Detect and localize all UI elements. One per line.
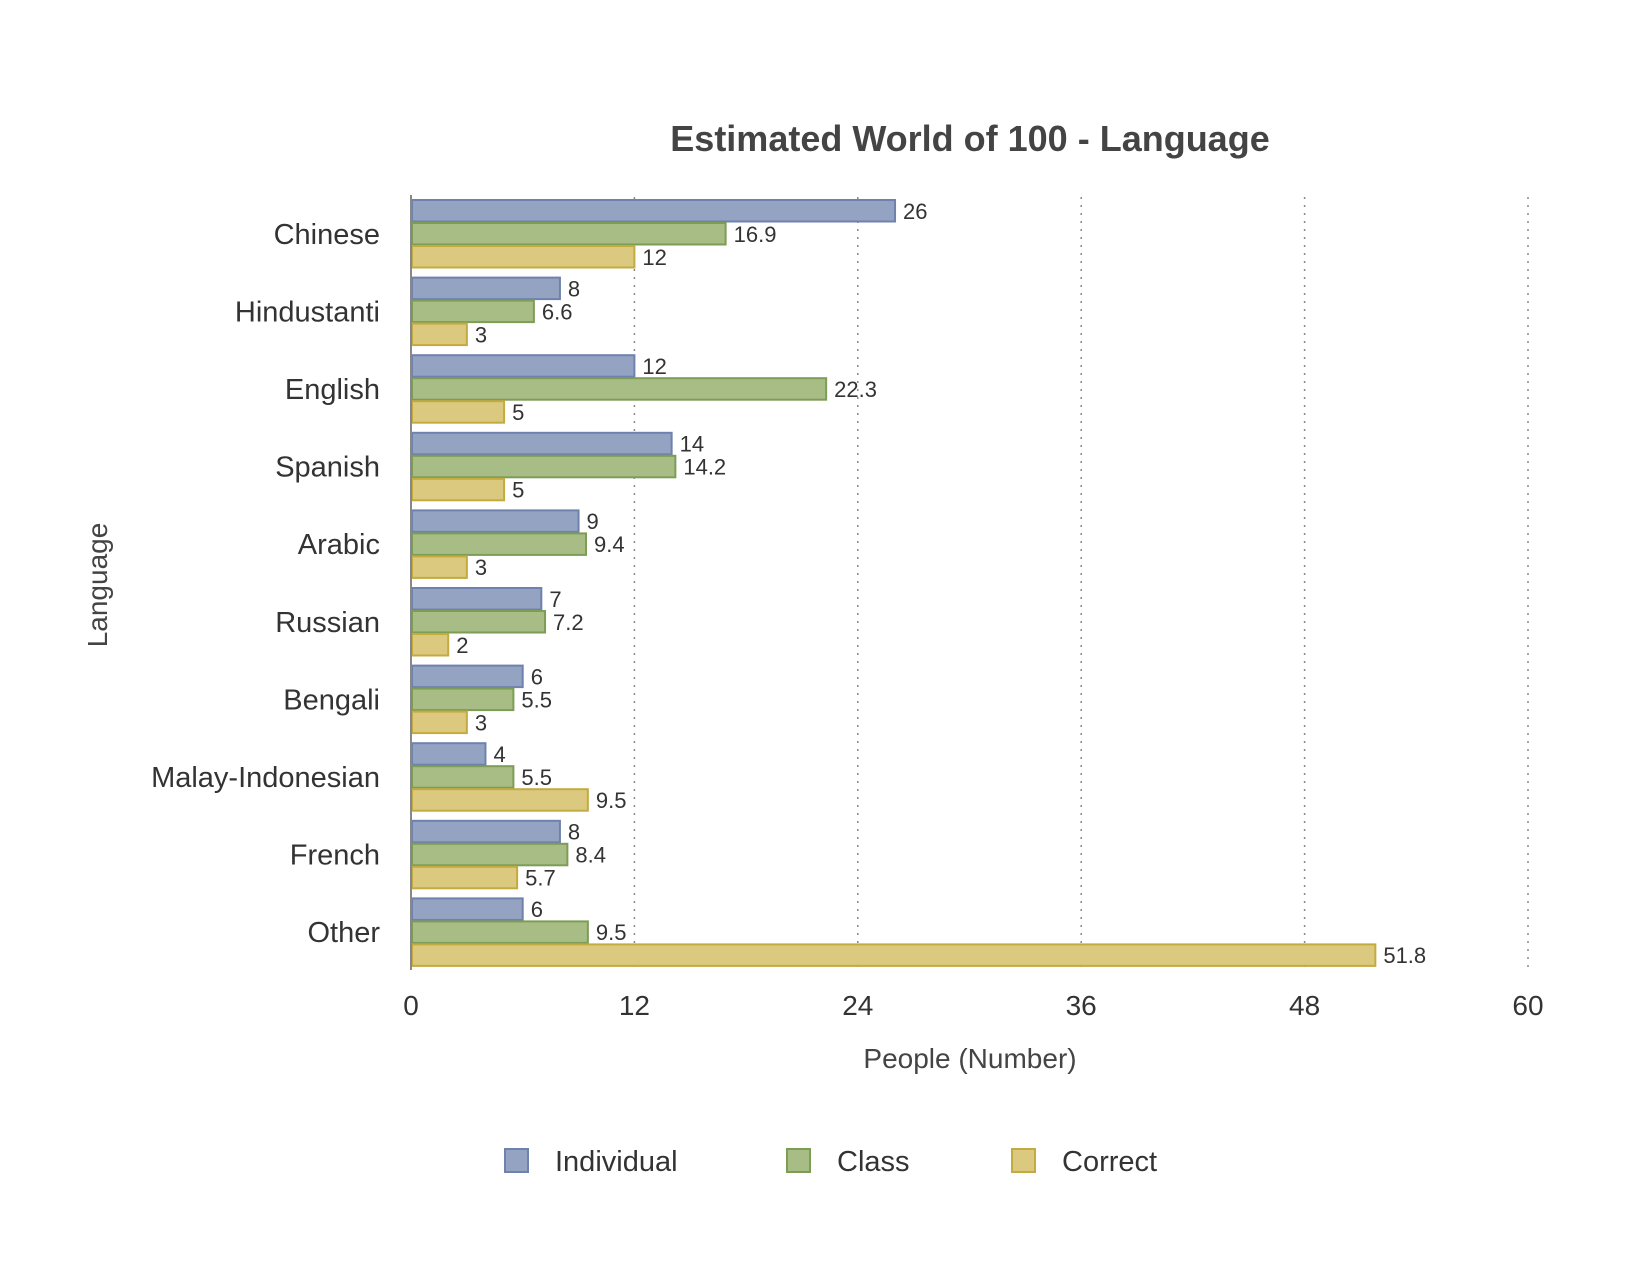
category-label: Bengali xyxy=(283,684,380,716)
data-label: 6 xyxy=(531,897,543,922)
bars xyxy=(411,199,1377,967)
category-label: Spanish xyxy=(275,452,380,484)
data-label: 6.6 xyxy=(542,299,573,324)
data-label: 26 xyxy=(903,199,927,224)
data-label: 22.3 xyxy=(834,377,877,402)
bar-individual xyxy=(411,509,580,533)
bar-correct xyxy=(411,245,636,269)
category-label: English xyxy=(285,374,380,406)
data-label: 7.2 xyxy=(553,610,584,635)
data-label: 8 xyxy=(568,820,580,845)
bar-individual xyxy=(411,431,673,456)
bar-class xyxy=(411,610,547,634)
data-label: 3 xyxy=(475,322,487,347)
category-label: Hindustanti xyxy=(235,296,380,328)
bar-class xyxy=(411,454,677,479)
bar-correct xyxy=(411,400,506,424)
category-label: Arabic xyxy=(298,529,380,561)
legend: Individual Class Correct xyxy=(504,1146,1157,1178)
bar-class xyxy=(411,765,515,789)
data-label: 9 xyxy=(587,509,599,534)
data-label: 9.5 xyxy=(596,920,627,945)
category-label: Russian xyxy=(275,607,380,639)
x-tick-label: 36 xyxy=(1066,990,1097,1021)
bar-correct xyxy=(411,710,468,735)
data-label: 9.5 xyxy=(596,788,627,813)
x-tick-label: 0 xyxy=(403,990,419,1021)
data-label: 3 xyxy=(475,710,487,735)
bar-individual xyxy=(411,897,524,921)
bar-individual xyxy=(411,587,543,611)
bar-class xyxy=(411,687,515,712)
data-label: 14.2 xyxy=(683,455,726,480)
category-label: French xyxy=(290,840,380,872)
data-label: 5.5 xyxy=(521,687,552,712)
bar-individual xyxy=(411,354,636,378)
bar-class xyxy=(411,222,727,246)
bar-class xyxy=(411,842,569,867)
data-label: 5 xyxy=(512,478,524,503)
bar-class xyxy=(411,920,589,944)
x-axis-title: People (Number) xyxy=(863,1043,1076,1074)
bar-class xyxy=(411,299,535,324)
data-label: 12 xyxy=(642,354,666,379)
bar-correct xyxy=(411,633,450,657)
gridlines xyxy=(633,197,1529,970)
x-tick-label: 60 xyxy=(1512,990,1543,1021)
data-label: 5 xyxy=(512,400,524,425)
bar-correct xyxy=(411,865,519,890)
data-label: 8 xyxy=(568,276,580,301)
data-label: 2 xyxy=(456,633,468,658)
y-axis-title: Language xyxy=(82,523,113,648)
bar-correct xyxy=(411,943,1377,967)
legend-swatch-correct xyxy=(1011,1148,1036,1173)
data-label: 6 xyxy=(531,664,543,689)
data-label: 5.7 xyxy=(525,866,556,891)
bar-individual xyxy=(411,742,487,766)
data-label: 5.5 xyxy=(521,765,552,790)
data-label: 9.4 xyxy=(594,532,625,557)
x-tick-label: 48 xyxy=(1289,990,1320,1021)
bar-individual xyxy=(411,819,561,844)
data-label: 7 xyxy=(549,587,561,612)
category-label: Malay-Indonesian xyxy=(151,762,380,794)
legend-label-correct: Correct xyxy=(1062,1146,1157,1178)
data-label: 16.9 xyxy=(734,222,777,247)
legend-label-individual: Individual xyxy=(555,1146,678,1178)
data-label: 14 xyxy=(680,432,704,457)
bar-correct xyxy=(411,477,506,502)
x-tick-label: 12 xyxy=(619,990,650,1021)
data-label: 12 xyxy=(642,245,666,270)
bar-correct xyxy=(411,788,589,812)
legend-swatch-class xyxy=(786,1148,811,1173)
chart-title: Estimated World of 100 - Language xyxy=(670,118,1269,159)
data-label: 8.4 xyxy=(575,843,606,868)
bar-class xyxy=(411,377,828,401)
legend-label-class: Class xyxy=(837,1146,910,1178)
bar-individual xyxy=(411,664,524,689)
bar-individual xyxy=(411,276,561,301)
bar-correct xyxy=(411,555,468,579)
legend-swatch-individual xyxy=(504,1148,529,1173)
category-label: Other xyxy=(307,917,380,949)
x-tick-label: 24 xyxy=(842,990,873,1021)
data-label: 3 xyxy=(475,555,487,580)
axes: 0 12 24 36 48 60ChineseHindustantiEnglishSpan… xyxy=(151,195,1544,1021)
category-label: Chinese xyxy=(274,219,380,251)
data-label: 51.8 xyxy=(1383,943,1426,968)
bar-class xyxy=(411,532,587,556)
data-label: 4 xyxy=(493,742,505,767)
bar-individual xyxy=(411,199,897,223)
bar-correct xyxy=(411,322,468,347)
data-labels: 2616.91286.631222.351414.2599.4377.2265.… xyxy=(456,199,1426,968)
